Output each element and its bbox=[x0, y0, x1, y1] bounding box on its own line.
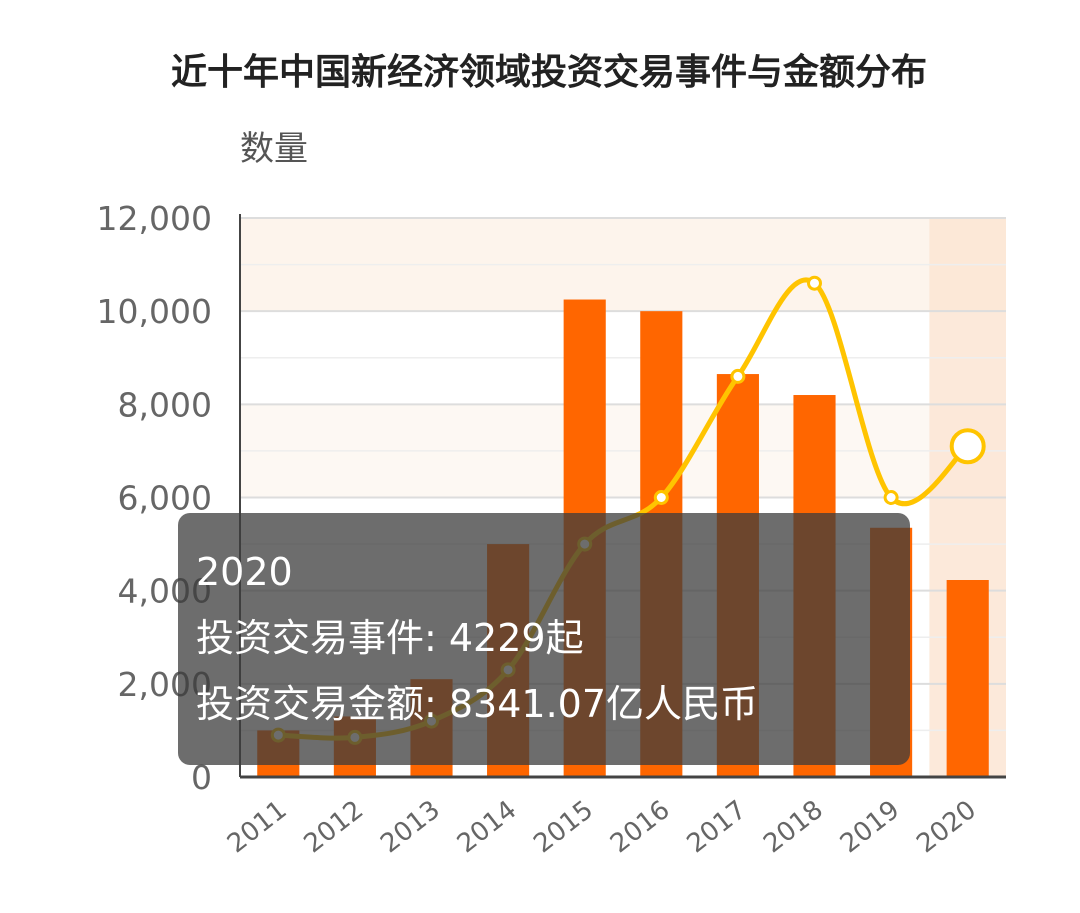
y-tick-label: 8,000 bbox=[118, 385, 212, 424]
x-tick-2020: 2020 bbox=[911, 795, 982, 859]
tooltip: 2020 投资交易事件: 4229起 投资交易金额: 8341.07亿人民币 bbox=[178, 513, 910, 765]
point-2016 bbox=[653, 490, 669, 505]
y-tick-label: 10,000 bbox=[97, 292, 212, 331]
point-2020 bbox=[949, 428, 986, 465]
x-tick-2017: 2017 bbox=[682, 795, 753, 859]
x-tick-2015: 2015 bbox=[528, 795, 599, 859]
point-2018 bbox=[807, 275, 822, 291]
y-tick-label: 0 bbox=[191, 758, 212, 797]
chart-title: 近十年中国新经济领域投资交易事件与金额分布 bbox=[171, 51, 927, 93]
x-tick-2013: 2013 bbox=[375, 795, 446, 859]
point-2019 bbox=[883, 490, 899, 505]
y-tick-label: 6,000 bbox=[118, 479, 212, 518]
point-2017 bbox=[730, 368, 746, 384]
tooltip-events: 投资交易事件: 4229起 bbox=[196, 616, 584, 660]
bar-2020 bbox=[946, 579, 989, 777]
tooltip-amount: 投资交易金额: 8341.07亿人民币 bbox=[196, 682, 759, 726]
x-tick-labels: 2011 2012 2013 2014 2015 2016 2017 2018 2019 2020 bbox=[222, 795, 982, 859]
x-tick-2014: 2014 bbox=[452, 795, 523, 859]
x-tick-2016: 2016 bbox=[605, 795, 676, 859]
y-tick-label: 12,000 bbox=[97, 199, 212, 238]
tooltip-year: 2020 bbox=[196, 550, 293, 594]
x-tick-2011: 2011 bbox=[222, 795, 293, 859]
x-tick-2018: 2018 bbox=[758, 795, 829, 859]
y-axis-label: 数量 bbox=[240, 129, 308, 169]
x-tick-2019: 2019 bbox=[835, 795, 906, 859]
x-tick-2012: 2012 bbox=[299, 795, 370, 859]
